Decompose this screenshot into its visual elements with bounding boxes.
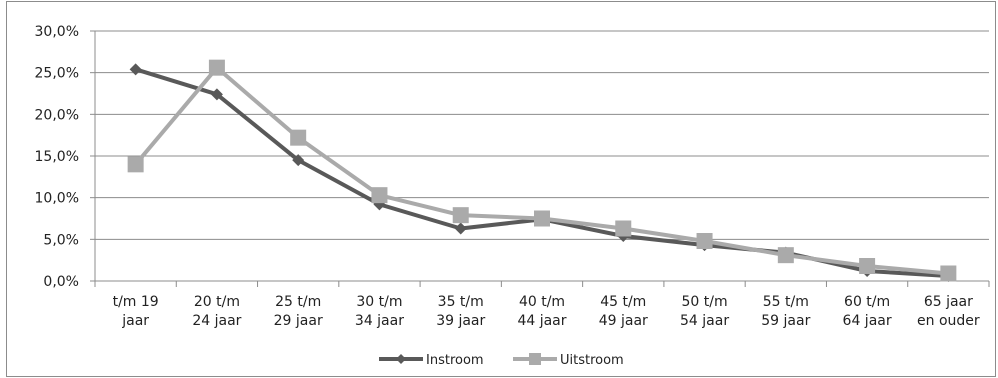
data-point — [615, 220, 632, 237]
x-tick-label: 35 t/m — [438, 294, 484, 310]
x-tick-label: 55 t/m — [763, 294, 809, 310]
series-instroom — [129, 63, 955, 282]
x-tick-label: 49 jaar — [599, 313, 648, 329]
data-point — [371, 187, 388, 204]
x-axis-tick-labels: t/m 19 jaar 20 t/m 24 jaar 25 t/m 29 jaar 30 t… — [113, 294, 980, 329]
x-tick-label: 24 jaar — [192, 313, 241, 329]
series-line — [134, 65, 949, 276]
data-point — [859, 258, 876, 274]
x-tick-label: 34 jaar — [355, 313, 404, 329]
x-tick-label: 40 t/m — [519, 294, 565, 310]
y-axis-tick-labels: 0,0% 5,0% 10,0% 15,0% 20,0% 25,0% 30,0% — [35, 24, 79, 290]
x-tick-label: 59 jaar — [761, 313, 810, 329]
series — [127, 59, 957, 282]
legend-item-instroom: Instroom — [379, 353, 484, 368]
x-tick-label: 44 jaar — [517, 313, 566, 329]
data-point — [452, 207, 469, 224]
y-tick-label: 0,0% — [43, 274, 79, 290]
data-point — [454, 222, 467, 235]
x-tick-label: 60 t/m — [844, 294, 890, 310]
x-tick-label: 54 jaar — [680, 313, 729, 329]
x-tick-label: 65 jaar — [924, 294, 973, 310]
x-tick-label: 64 jaar — [843, 313, 892, 329]
data-point — [127, 156, 144, 173]
x-tick-label: 20 t/m — [194, 294, 240, 310]
data-point — [696, 233, 713, 249]
x-tick-label: t/m 19 — [113, 294, 159, 310]
data-point — [534, 210, 550, 227]
x-tick-label: jaar — [121, 313, 149, 329]
x-tick-label: 50 t/m — [681, 294, 727, 310]
y-tick-label: 30,0% — [35, 24, 79, 40]
x-tick-label: 30 t/m — [356, 294, 402, 310]
data-point — [210, 88, 223, 101]
legend-label: Uitstroom — [560, 353, 624, 368]
x-tick-label: 29 jaar — [274, 313, 323, 329]
data-point — [208, 59, 225, 76]
data-point — [940, 265, 957, 282]
series-uitstroom — [127, 59, 957, 282]
legend-label: Instroom — [426, 353, 484, 368]
axes — [90, 30, 990, 287]
legend-item-uitstroom: Uitstroom — [513, 353, 624, 368]
chart-frame — [6, 1, 996, 377]
legend-marker — [396, 354, 406, 364]
data-point — [129, 63, 142, 76]
legend: Instroom Uitstroom — [379, 353, 624, 368]
gridlines — [95, 30, 989, 240]
y-tick-label: 15,0% — [35, 149, 79, 165]
data-point — [292, 154, 305, 167]
legend-marker — [529, 353, 541, 365]
y-tick-label: 5,0% — [43, 232, 79, 248]
y-tick-label: 10,0% — [35, 191, 79, 207]
x-tick-label: 45 t/m — [600, 294, 646, 310]
y-tick-label: 20,0% — [35, 107, 79, 123]
x-tick-label: en ouder — [917, 313, 980, 329]
data-point — [290, 129, 307, 146]
x-tick-label: 25 t/m — [275, 294, 321, 310]
data-point — [777, 247, 794, 264]
y-tick-label: 25,0% — [35, 66, 79, 82]
x-tick-label: 39 jaar — [436, 313, 485, 329]
